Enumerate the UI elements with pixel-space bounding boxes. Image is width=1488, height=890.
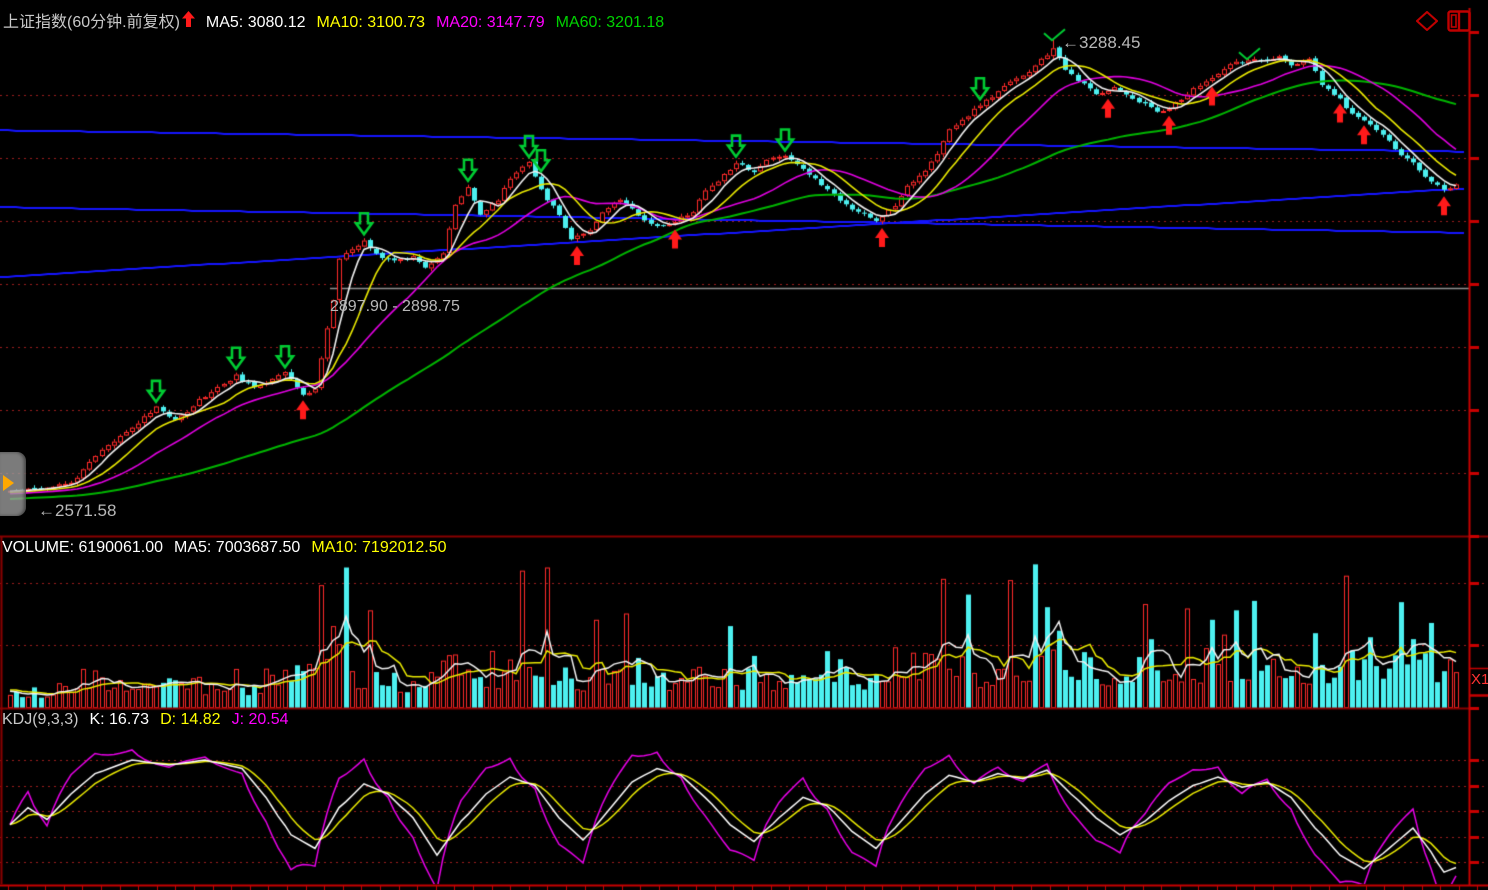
volume-value: VOLUME: 6190061.00	[2, 539, 163, 556]
volume-ma5-value: MA5: 7003687.50	[174, 539, 301, 556]
main-chart-header: 上证指数(60分钟.前复权) MA5: 3080.12 MA10: 3100.73 M…	[3, 11, 675, 32]
split-window-icon[interactable]	[1447, 10, 1471, 37]
diamond-icon[interactable]	[1415, 10, 1439, 36]
instrument-title: 上证指数(60分钟.前复权)	[3, 14, 180, 31]
ma20-value: MA20: 3147.79	[436, 14, 545, 31]
sidebar-expand-tab[interactable]	[0, 452, 26, 516]
peak-price-annotation: ←3288.45	[1062, 33, 1141, 52]
kdj-j-value: J: 20.54	[231, 711, 289, 728]
expand-arrow-icon	[3, 475, 14, 491]
ma60-value: MA60: 3201.18	[555, 14, 665, 31]
volume-scale-label: X1	[1471, 671, 1488, 688]
kdj-k-value: K: 16.73	[89, 711, 150, 728]
kdj-header: KDJ(9,3,3) K: 16.73 D: 14.82 J: 20.54	[2, 711, 300, 729]
kdj-d-value: D: 14.82	[160, 711, 221, 728]
volume-header: VOLUME: 6190061.00 MA5: 7003687.50 MA10: 7…	[2, 539, 458, 557]
kdj-name: KDJ(9,3,3)	[2, 711, 79, 728]
low-price-annotation: ←2571.58	[38, 501, 117, 520]
gap-range-annotation: 2897.90 - 2898.75	[330, 298, 460, 315]
ma5-value: MA5: 3080.12	[205, 14, 306, 31]
ma10-value: MA10: 3100.73	[316, 14, 426, 31]
volume-ma10-value: MA10: 7192012.50	[311, 539, 447, 556]
up-arrow-icon	[181, 11, 195, 27]
